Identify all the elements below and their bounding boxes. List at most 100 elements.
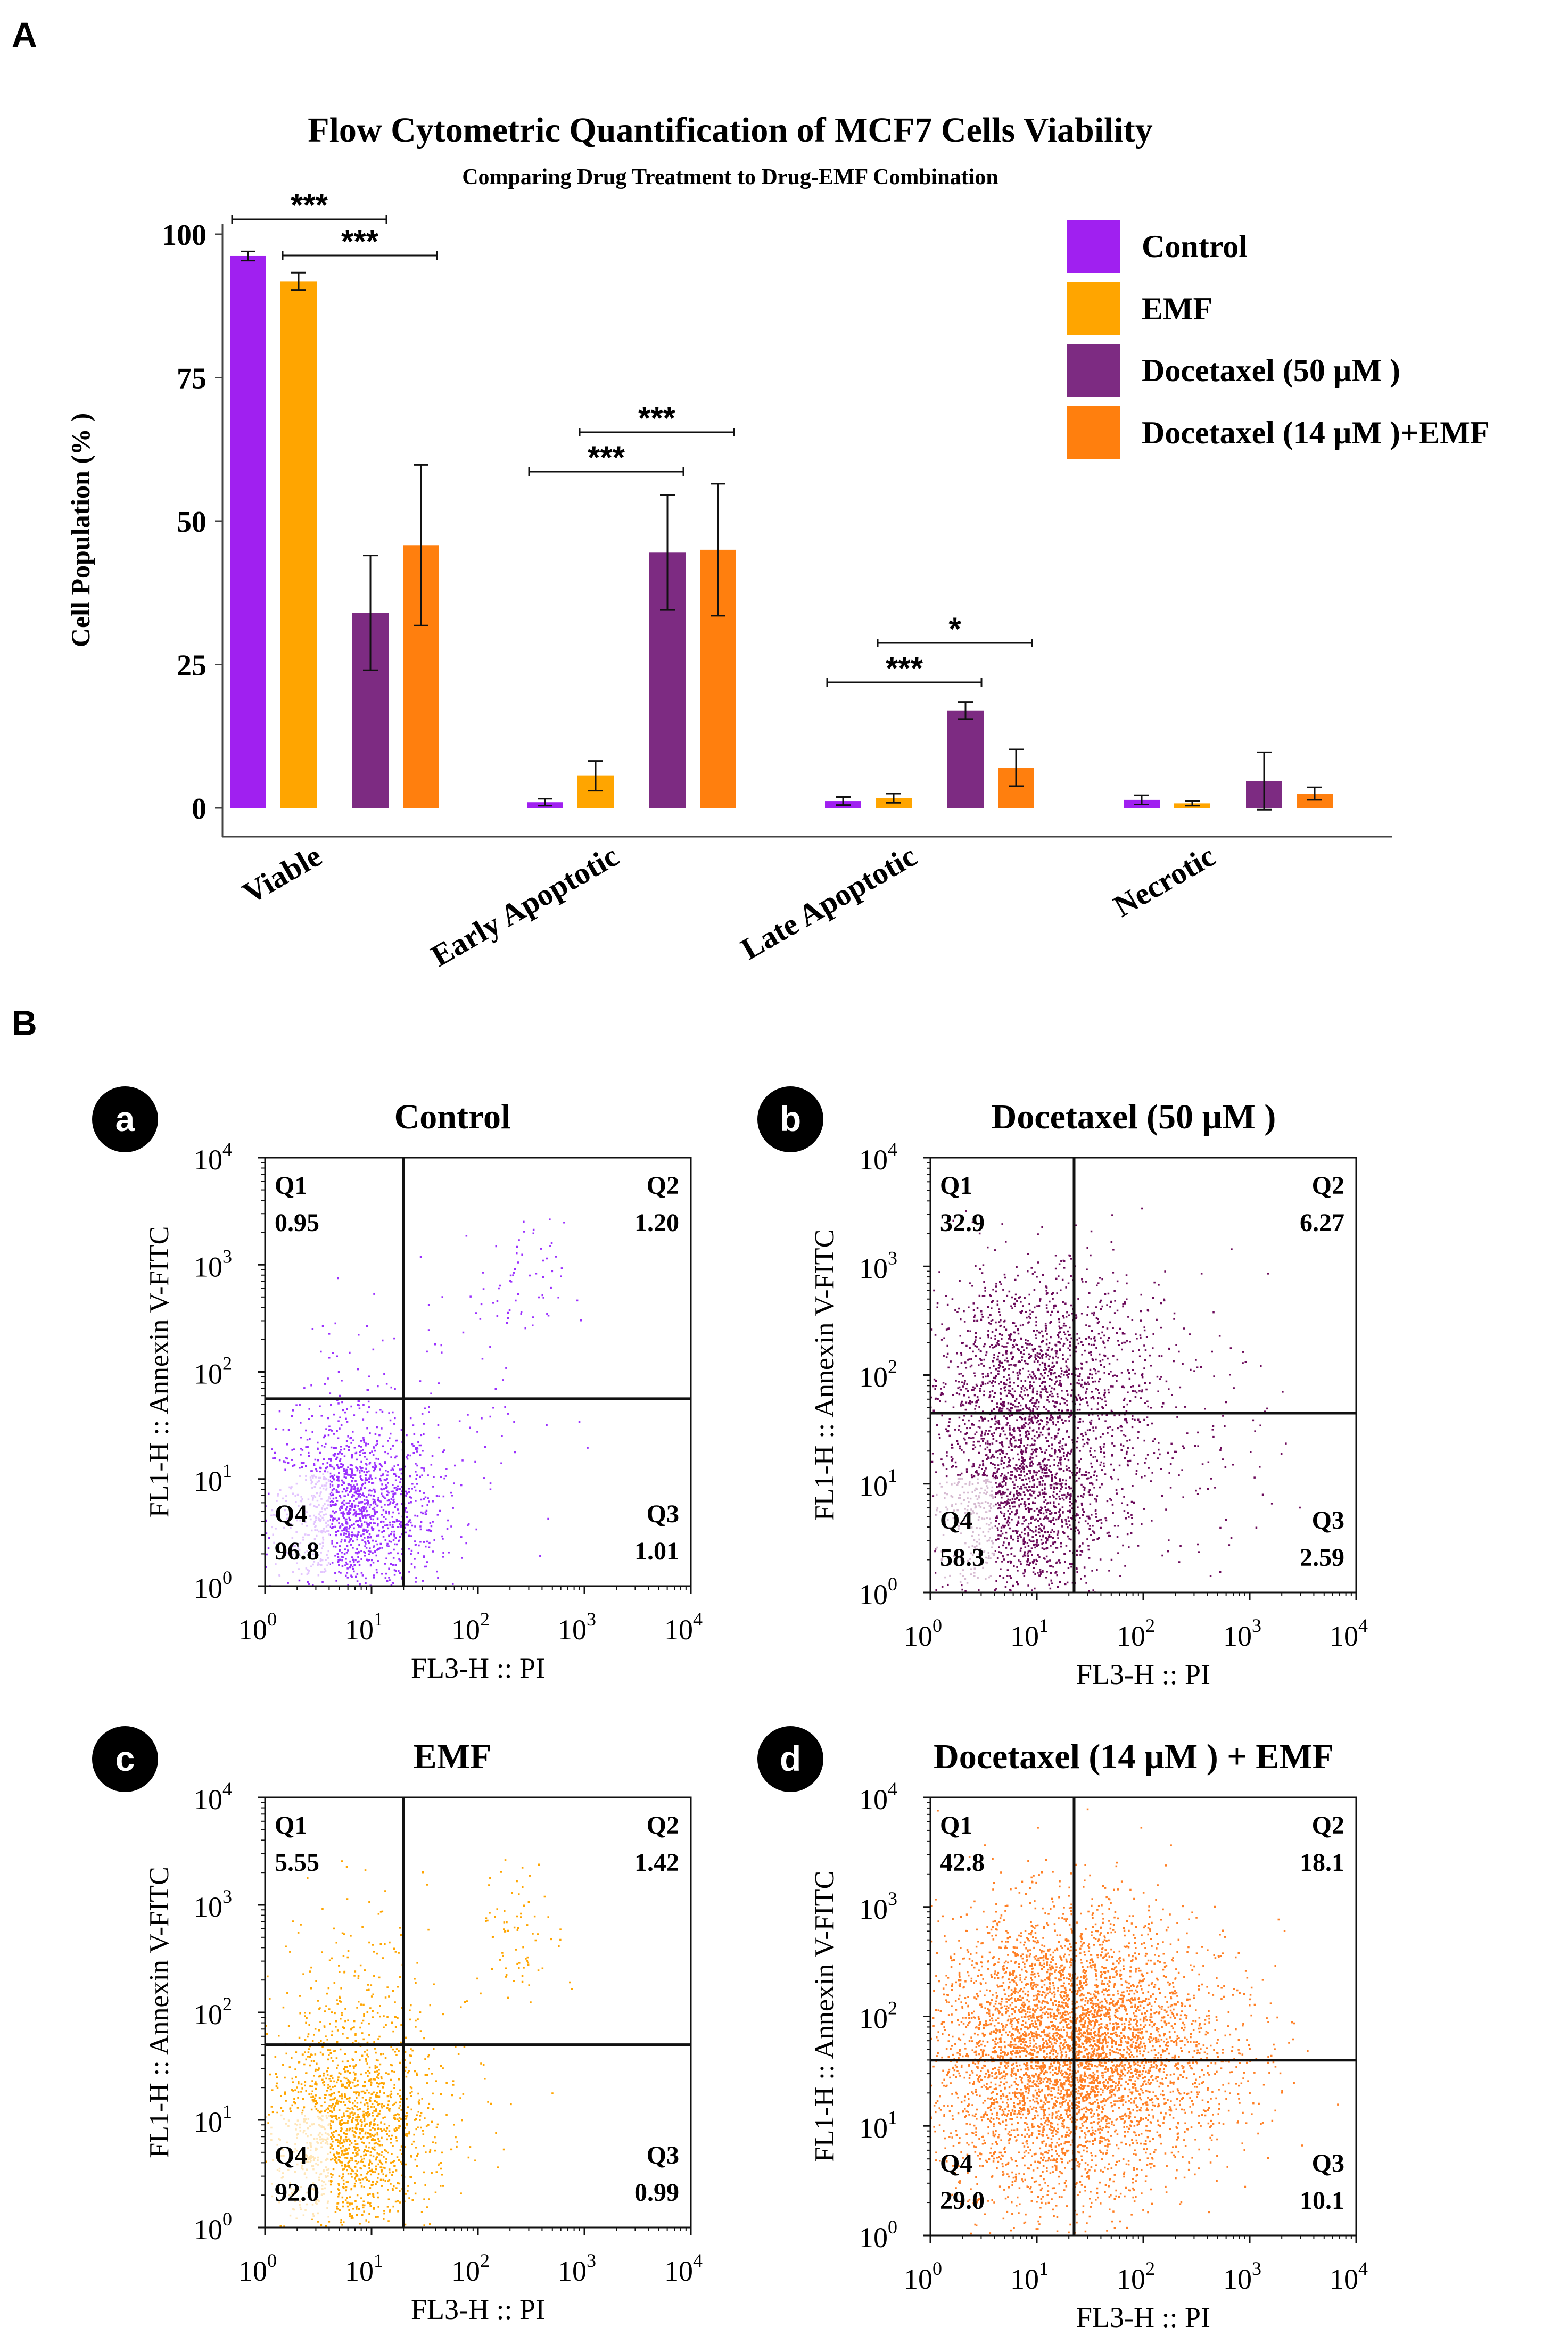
- quadrant-value: 0.95: [275, 1209, 319, 1237]
- panel-badge-letter: b: [780, 1099, 801, 1138]
- x-tick-label: Late Apoptotic: [735, 838, 922, 967]
- quadrant-value: 1.20: [634, 1209, 679, 1237]
- quadrant-value: 5.55: [275, 1848, 319, 1877]
- flow-cytometry-panels: a ControlQ10.95Q21.20Q496.8Q31.0110010010…: [92, 1086, 1368, 2333]
- quadrant-name: Q4: [940, 1506, 972, 1534]
- y-tick-label: 100: [162, 219, 207, 252]
- panel-badge: [757, 1086, 823, 1152]
- y-tick-label: 100: [194, 1567, 232, 1604]
- quadrant-name: Q2: [647, 1171, 679, 1200]
- x-axis-label: FL3-H :: PI: [1076, 1658, 1210, 1690]
- chart-title: Flow Cytometric Quantification of MCF7 C…: [308, 111, 1152, 150]
- y-tick-label: 100: [194, 2208, 232, 2246]
- flow-plot-b: b Docetaxel (50 µM ) Q1 32.9 Q2 6.27 Q4 58.3 Q3 2…: [757, 1086, 1368, 1690]
- significance-label: ***: [886, 650, 923, 686]
- quadrant-value: 2.59: [1300, 1544, 1344, 1572]
- quadrant-name: Q2: [1312, 1811, 1344, 1839]
- y-tick-label: 25: [177, 649, 207, 682]
- panel-a-label: A: [12, 15, 37, 54]
- panel-badge-letter: a: [115, 1099, 136, 1138]
- y-tick-label: 75: [177, 362, 207, 395]
- panel-badge: [92, 1086, 158, 1152]
- x-tick-label: Necrotic: [1108, 838, 1221, 923]
- legend-label: EMF: [1142, 291, 1212, 326]
- legend-label: Docetaxel (50 µM ): [1142, 353, 1400, 388]
- y-tick-label: 104: [859, 1138, 897, 1176]
- x-tick-label: 104: [1330, 1615, 1368, 1652]
- legend-label: Control: [1142, 229, 1248, 264]
- scatter-points: [930, 1808, 1339, 2235]
- significance-label: *: [948, 611, 961, 647]
- chart-subtitle: Comparing Drug Treatment to Drug-EMF Com…: [462, 165, 998, 189]
- x-axis-label: FL3-H :: PI: [411, 1652, 545, 1684]
- y-tick-label: 103: [194, 1245, 232, 1283]
- legend-swatch: [1067, 406, 1120, 459]
- y-tick-label: 102: [194, 1993, 232, 2031]
- panel-badge-letter: d: [780, 1739, 801, 1778]
- q4-highlight: [270, 1472, 330, 1578]
- significance-label: ***: [588, 440, 625, 475]
- y-tick-label: 101: [859, 1465, 897, 1502]
- plot-title: EMF: [414, 1737, 492, 1776]
- y-tick-label: 102: [194, 1353, 232, 1390]
- quadrant-name: Q1: [940, 1811, 972, 1839]
- quadrant-value: 18.1: [1300, 1848, 1344, 1877]
- flow-plot-d: d Docetaxel (14 µM ) + EMF Q1 42.8 Q2 18.1 Q4 2…: [757, 1726, 1368, 2333]
- x-tick-label: 102: [1117, 1615, 1155, 1652]
- quadrant-name: Q4: [940, 2149, 972, 2177]
- bar-0-0: [230, 255, 266, 808]
- quadrant-name: Q3: [647, 2141, 679, 2169]
- x-tick-label: Viable: [237, 838, 327, 911]
- quadrant-value: 32.9: [940, 1209, 985, 1237]
- x-tick-label: 102: [451, 1608, 490, 1646]
- y-tick-label: 0: [192, 793, 207, 826]
- y-axis-label: FL1-H :: Annexin V-FITC: [144, 1226, 175, 1518]
- quadrant-name: Q3: [1312, 2149, 1344, 2177]
- x-tick-label: 104: [664, 1608, 703, 1646]
- x-tick-label: 102: [1117, 2258, 1155, 2295]
- x-tick-label: 103: [1223, 2258, 1261, 2295]
- quadrant-value: 6.27: [1300, 1209, 1344, 1237]
- legend-swatch: [1067, 344, 1120, 397]
- plot-title: Docetaxel (14 µM ) + EMF: [934, 1737, 1334, 1776]
- x-tick-label: Early Apoptotic: [425, 838, 624, 973]
- quadrant-value: 1.01: [634, 1537, 679, 1565]
- event-dots: [930, 1808, 1339, 2235]
- quadrant-value: 42.8: [940, 1848, 985, 1877]
- y-tick-label: 101: [194, 1460, 232, 1497]
- legend-swatch: [1067, 220, 1120, 273]
- significance-label: ***: [291, 187, 328, 223]
- legend-label: Docetaxel (14 µM )+EMF: [1142, 415, 1490, 450]
- x-tick-label: 102: [451, 2250, 490, 2287]
- quadrant-name: Q3: [1312, 1506, 1344, 1534]
- significance-label: ***: [341, 224, 379, 259]
- bar-0-1: [280, 281, 317, 808]
- quadrant-name: Q2: [1312, 1171, 1344, 1200]
- quadrant-value: 58.3: [940, 1544, 985, 1572]
- x-tick-label: 100: [904, 1615, 942, 1652]
- significance-label: ***: [638, 400, 676, 436]
- y-tick-label: 102: [859, 1998, 897, 2035]
- bar-chart: 0 25 50 75 100 Cell Population (% ) Viable Earl…: [65, 187, 1490, 973]
- panel-badge: [92, 1726, 158, 1792]
- y-tick-label: 50: [177, 506, 207, 539]
- x-tick-label: 104: [1330, 2258, 1368, 2295]
- panel-badge-letter: c: [115, 1739, 135, 1778]
- x-tick-label: 100: [904, 2258, 942, 2295]
- x-tick-label: 101: [345, 1608, 383, 1646]
- panel-b-label: B: [12, 1003, 37, 1043]
- y-tick-label: 104: [194, 1778, 232, 1815]
- plot-title: Control: [394, 1097, 511, 1136]
- quadrant-value: 1.42: [634, 1848, 679, 1877]
- y-tick-label: 102: [859, 1356, 897, 1393]
- x-tick-label: 103: [558, 1608, 596, 1646]
- x-tick-label: 101: [1010, 1615, 1049, 1652]
- quadrant-name: Q4: [275, 2141, 307, 2169]
- quadrant-name: Q1: [275, 1171, 307, 1200]
- x-tick-label: 103: [1223, 1615, 1261, 1652]
- quadrant-value: 10.1: [1300, 2186, 1344, 2215]
- quadrant-name: Q2: [647, 1811, 679, 1839]
